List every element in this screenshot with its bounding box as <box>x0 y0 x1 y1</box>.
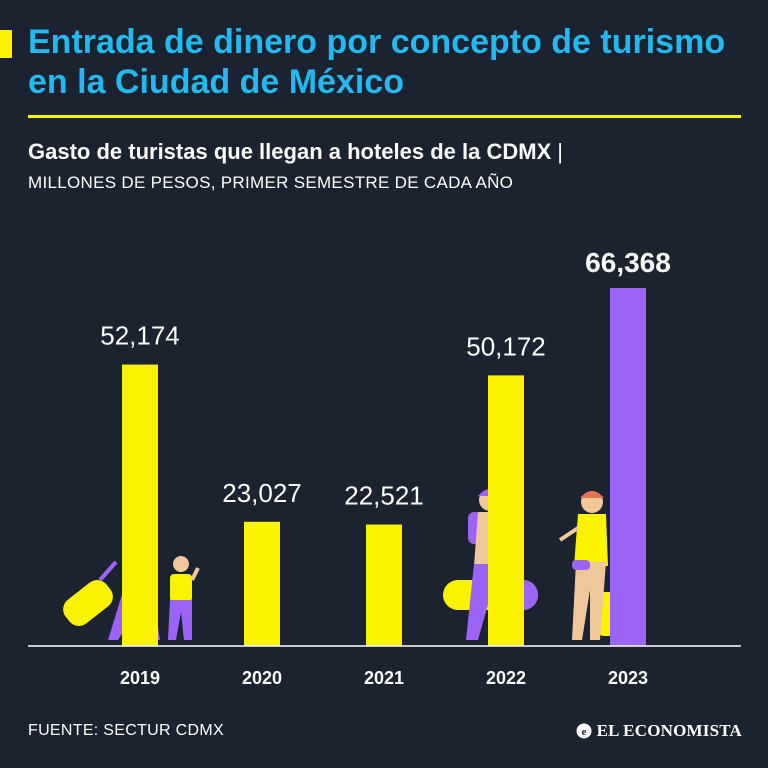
value-label-2023: 66,368 <box>585 247 671 278</box>
page-title: Entrada de dinero por concepto de turism… <box>28 23 726 101</box>
x-tick-label-2019: 2019 <box>120 668 160 688</box>
x-tick-label-2020: 2020 <box>242 668 282 688</box>
value-labels-layer: 52,174 23,027 22,521 50,172 66,368 <box>100 247 671 511</box>
brand-name: EL ECONOMISTA <box>596 721 742 740</box>
bar-2019 <box>122 364 158 646</box>
child-icon <box>168 556 200 640</box>
bar-2020 <box>244 521 280 646</box>
brand-logo: e EL ECONOMISTA <box>576 721 742 741</box>
x-tick-label-2023: 2023 <box>608 668 648 688</box>
source-note: FUENTE: SECTUR CDMX <box>28 722 224 739</box>
unit-label: MILLONES DE PESOS, PRIMER SEMESTRE DE CA… <box>28 173 514 192</box>
subtitle-separator: | <box>557 139 563 164</box>
x-tick-label-2021: 2021 <box>364 668 404 688</box>
value-label-2019: 52,174 <box>100 321 180 351</box>
brand-e-icon: e <box>576 723 592 739</box>
svg-text:e: e <box>581 726 586 738</box>
bar-2021 <box>366 524 402 646</box>
value-label-2020: 23,027 <box>222 478 302 508</box>
title-divider <box>28 115 741 118</box>
subtitle-text: Gasto de turistas que llegan a hoteles d… <box>28 139 552 164</box>
value-label-2022: 50,172 <box>466 331 546 361</box>
title-accent-bar <box>0 30 12 58</box>
x-tick-labels-layer: 2019 2020 2021 2022 2023 <box>120 668 648 688</box>
bar-2023 <box>610 288 646 646</box>
x-tick-label-2022: 2022 <box>486 668 526 688</box>
value-label-2021: 22,521 <box>344 481 424 511</box>
bars-layer <box>122 288 646 646</box>
chart-subtitle: Gasto de turistas que llegan a hoteles d… <box>28 138 563 166</box>
bar-2022 <box>488 375 524 646</box>
